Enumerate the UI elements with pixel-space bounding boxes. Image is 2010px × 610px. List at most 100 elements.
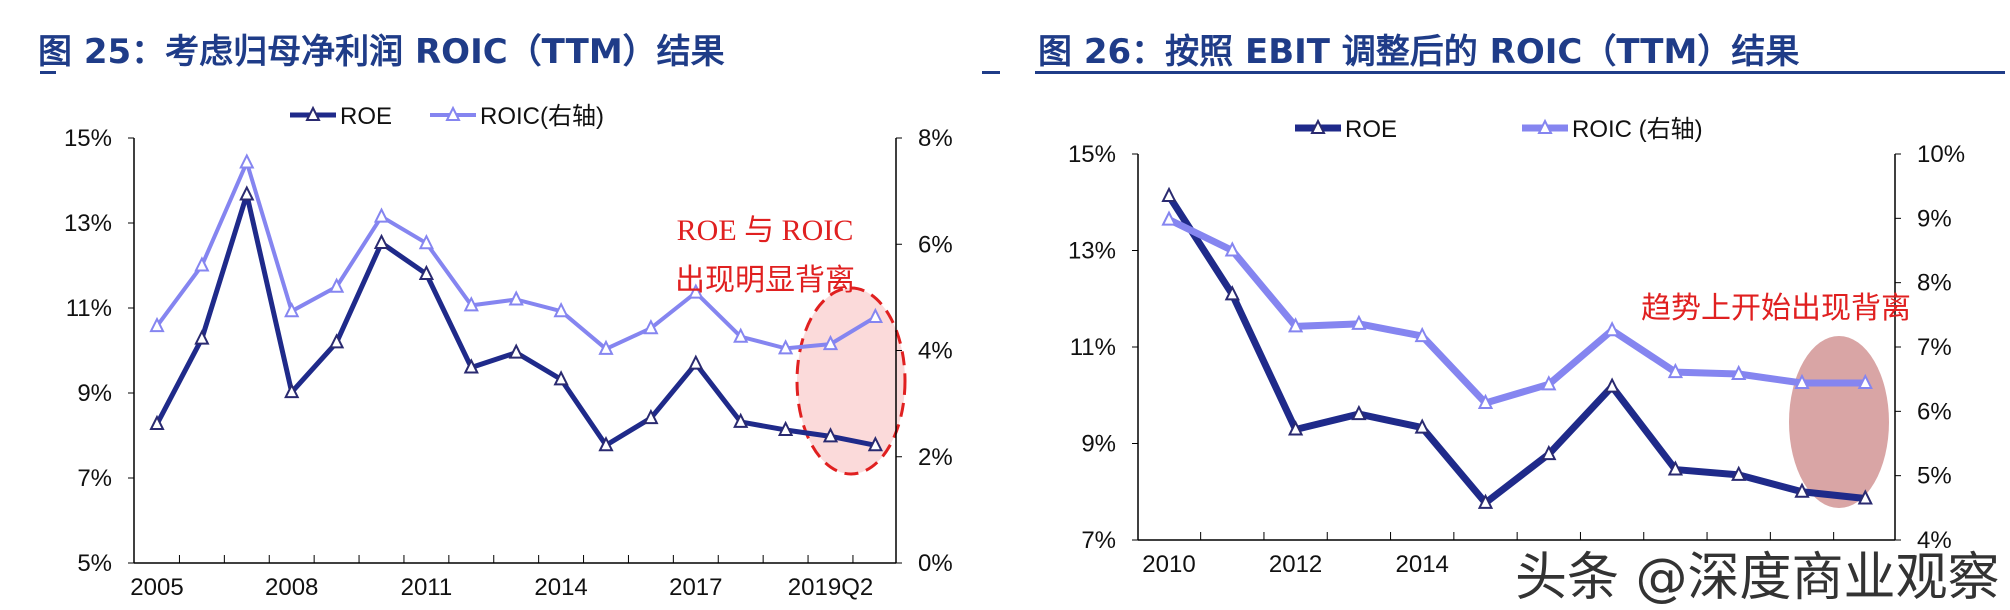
legend-marker bbox=[445, 105, 461, 121]
legend-label: ROE bbox=[1345, 116, 1397, 143]
highlight-ellipse bbox=[1789, 336, 1889, 508]
annotation-text: ROE 与 ROIC bbox=[677, 214, 854, 247]
left-tick-label: 9% bbox=[1081, 431, 1116, 458]
data-point-marker bbox=[1351, 404, 1367, 421]
data-point-marker bbox=[418, 264, 435, 280]
legend-label: ROE bbox=[340, 103, 392, 130]
data-point-marker bbox=[1794, 482, 1810, 498]
legend-label: ROIC(右轴) bbox=[480, 103, 604, 130]
data-point-marker bbox=[149, 316, 165, 333]
series-line-roic bbox=[155, 160, 877, 351]
x-tick-label: 2019Q2 bbox=[788, 574, 873, 601]
x-tick-label: 2014 bbox=[1396, 551, 1449, 578]
data-point-marker bbox=[598, 339, 614, 355]
x-tick-label: 2012 bbox=[1269, 551, 1322, 578]
series-line-roe bbox=[1166, 194, 1866, 507]
series-line-roic bbox=[1167, 216, 1866, 407]
right-tick-label: 0% bbox=[918, 550, 953, 577]
data-point-marker bbox=[1731, 364, 1747, 381]
data-point-marker bbox=[239, 185, 255, 201]
data-point-marker bbox=[418, 233, 435, 250]
right-tick-label: 5% bbox=[1917, 463, 1952, 490]
data-point-marker bbox=[1477, 393, 1494, 409]
right-tick-label: 9% bbox=[1917, 205, 1952, 232]
left-tick-label: 5% bbox=[77, 550, 112, 577]
data-point-marker bbox=[688, 283, 704, 299]
left-tick-label: 13% bbox=[64, 210, 112, 237]
legend-label: ROIC (右轴) bbox=[1572, 116, 1703, 143]
left-tick-label: 13% bbox=[1068, 238, 1116, 265]
chart-1-rule-left bbox=[40, 71, 56, 74]
data-point-marker bbox=[1667, 460, 1684, 476]
right-tick-label: 10% bbox=[1917, 141, 1965, 168]
data-point-marker bbox=[822, 334, 839, 351]
data-point-marker bbox=[733, 327, 749, 343]
data-point-marker bbox=[1477, 493, 1494, 509]
data-point-marker bbox=[1414, 418, 1430, 434]
chart-1: 5% 7% 9% 11% 13% 15% 0% 2% 4% 6% 8% 2005 2008 2011 201… bbox=[64, 103, 953, 601]
data-point-marker bbox=[1161, 186, 1177, 202]
left-tick-label: 11% bbox=[66, 295, 112, 322]
data-point-marker bbox=[1224, 285, 1240, 301]
data-point-marker bbox=[688, 354, 704, 370]
left-tick-label: 9% bbox=[77, 380, 112, 407]
data-point-marker bbox=[867, 436, 884, 452]
chart-2-rule bbox=[1035, 71, 2005, 74]
x-tick-label: 2017 bbox=[669, 574, 722, 601]
data-point-marker bbox=[777, 339, 794, 355]
legend-marker bbox=[1537, 118, 1553, 134]
left-tick-label: 15% bbox=[1068, 141, 1116, 168]
left-tick-label: 11% bbox=[1070, 334, 1116, 361]
annotation-text: 出现明显背离 bbox=[675, 264, 855, 297]
data-point-marker bbox=[1414, 326, 1430, 343]
data-point-marker bbox=[1287, 317, 1304, 333]
data-point-marker bbox=[373, 233, 390, 249]
x-tick-label: 2011 bbox=[401, 574, 453, 601]
right-tick-label: 7% bbox=[1917, 334, 1952, 361]
data-point-marker bbox=[777, 420, 794, 436]
x-tick-label: 2005 bbox=[130, 574, 183, 601]
right-tick-label: 4% bbox=[1917, 527, 1952, 554]
data-point-marker bbox=[1604, 321, 1620, 337]
data-point-marker bbox=[1287, 420, 1304, 436]
data-point-marker bbox=[1731, 465, 1747, 481]
x-tick-label: 2008 bbox=[265, 574, 318, 601]
data-point-marker bbox=[508, 343, 524, 359]
left-tick-label: 7% bbox=[1081, 527, 1116, 554]
legend-marker bbox=[305, 105, 321, 121]
left-tick-label: 15% bbox=[64, 125, 112, 152]
data-point-marker bbox=[239, 153, 255, 169]
data-point-marker bbox=[822, 427, 839, 443]
highlight-ellipse bbox=[795, 286, 907, 476]
legend-marker bbox=[1310, 118, 1326, 134]
data-point-marker bbox=[1794, 373, 1810, 390]
chart-1-rule-right bbox=[982, 71, 1000, 74]
right-tick-label: 6% bbox=[1917, 398, 1952, 425]
data-point-marker bbox=[284, 301, 300, 318]
left-tick-label: 7% bbox=[77, 465, 112, 492]
data-point-marker bbox=[328, 277, 345, 293]
data-point-marker bbox=[194, 256, 210, 272]
annotation-text: 趋势上开始出现背离 bbox=[1641, 292, 1911, 325]
right-tick-label: 6% bbox=[918, 231, 953, 258]
data-point-marker bbox=[328, 333, 345, 349]
data-point-marker bbox=[1351, 314, 1367, 330]
right-tick-label: 2% bbox=[918, 444, 953, 471]
data-point-marker bbox=[1667, 362, 1684, 379]
data-point-marker bbox=[508, 290, 524, 306]
data-point-marker bbox=[598, 436, 614, 452]
data-point-marker bbox=[553, 301, 569, 318]
data-point-marker bbox=[373, 207, 390, 223]
data-point-marker bbox=[463, 358, 479, 374]
x-tick-label: 2010 bbox=[1142, 551, 1195, 578]
data-point-marker bbox=[1857, 373, 1873, 390]
x-tick-label: 2014 bbox=[534, 574, 587, 601]
watermark: 头条 @深度商业观察 bbox=[1515, 548, 2000, 608]
right-tick-label: 4% bbox=[918, 338, 953, 365]
chart-2: 7% 9% 11% 13% 15% 4% 5% 6% 7% 8% 9% 10% 2010 2012 2014… bbox=[1068, 116, 1965, 578]
data-point-marker bbox=[1224, 241, 1240, 257]
chart-1-title: 图 25：考虑归母净利润 ROIC（TTM）结果 bbox=[38, 32, 725, 72]
data-point-marker bbox=[1161, 210, 1177, 226]
right-tick-label: 8% bbox=[1917, 270, 1952, 297]
